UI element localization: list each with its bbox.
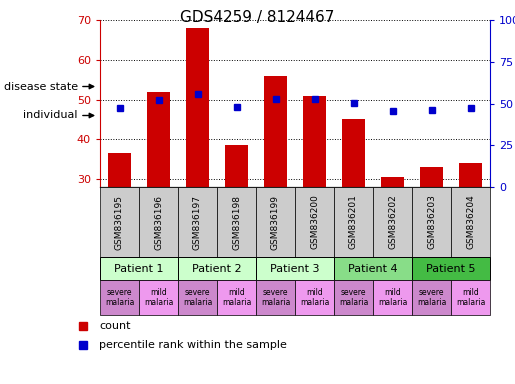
Bar xyxy=(256,280,295,315)
Bar xyxy=(373,280,412,315)
Text: severe
malaria: severe malaria xyxy=(183,288,212,307)
Text: individual: individual xyxy=(24,111,78,121)
Text: severe
malaria: severe malaria xyxy=(261,288,290,307)
Text: Patient 5: Patient 5 xyxy=(426,263,476,273)
Bar xyxy=(100,257,178,280)
Text: mild
malaria: mild malaria xyxy=(378,288,407,307)
Text: GSM836198: GSM836198 xyxy=(232,195,241,250)
Bar xyxy=(451,280,490,315)
Text: severe
malaria: severe malaria xyxy=(417,288,446,307)
Text: mild
malaria: mild malaria xyxy=(456,288,485,307)
Text: GSM836197: GSM836197 xyxy=(193,195,202,250)
Text: GSM836195: GSM836195 xyxy=(115,195,124,250)
Bar xyxy=(100,280,139,315)
Bar xyxy=(381,177,404,187)
Text: severe
malaria: severe malaria xyxy=(339,288,368,307)
Bar xyxy=(459,163,482,187)
Bar xyxy=(295,280,334,315)
Bar xyxy=(178,280,217,315)
Bar xyxy=(139,187,178,257)
Text: disease state: disease state xyxy=(4,81,78,91)
Bar xyxy=(303,96,326,187)
Bar xyxy=(412,280,451,315)
Text: severe
malaria: severe malaria xyxy=(105,288,134,307)
Text: mild
malaria: mild malaria xyxy=(300,288,329,307)
Text: Patient 3: Patient 3 xyxy=(270,263,320,273)
Text: GDS4259 / 8124467: GDS4259 / 8124467 xyxy=(180,10,335,25)
Bar xyxy=(139,280,178,315)
Text: Patient 4: Patient 4 xyxy=(348,263,398,273)
Bar xyxy=(217,187,256,257)
Text: GSM836201: GSM836201 xyxy=(349,195,358,250)
Bar xyxy=(100,187,139,257)
Text: count: count xyxy=(99,321,131,331)
Bar xyxy=(225,145,248,187)
Text: percentile rank within the sample: percentile rank within the sample xyxy=(99,340,287,350)
Bar xyxy=(147,91,170,187)
Bar xyxy=(451,187,490,257)
Text: Patient 1: Patient 1 xyxy=(114,263,164,273)
Bar xyxy=(217,280,256,315)
Bar xyxy=(342,119,365,187)
Text: GSM836204: GSM836204 xyxy=(466,195,475,249)
Bar xyxy=(256,187,295,257)
Text: Patient 2: Patient 2 xyxy=(192,263,242,273)
Bar xyxy=(178,187,217,257)
Bar xyxy=(178,257,256,280)
Bar xyxy=(334,280,373,315)
Bar xyxy=(256,257,334,280)
Text: GSM836200: GSM836200 xyxy=(310,195,319,250)
Text: mild
malaria: mild malaria xyxy=(144,288,173,307)
Bar xyxy=(108,153,131,187)
Bar xyxy=(186,28,209,187)
Bar xyxy=(373,187,412,257)
Text: mild
malaria: mild malaria xyxy=(222,288,251,307)
Text: GSM836196: GSM836196 xyxy=(154,195,163,250)
Bar xyxy=(412,257,490,280)
Text: GSM836203: GSM836203 xyxy=(427,195,436,250)
Text: GSM836202: GSM836202 xyxy=(388,195,397,249)
Bar xyxy=(334,257,412,280)
Text: GSM836199: GSM836199 xyxy=(271,195,280,250)
Bar xyxy=(334,187,373,257)
Bar xyxy=(420,167,443,187)
Bar xyxy=(412,187,451,257)
Bar xyxy=(295,187,334,257)
Bar xyxy=(264,76,287,187)
